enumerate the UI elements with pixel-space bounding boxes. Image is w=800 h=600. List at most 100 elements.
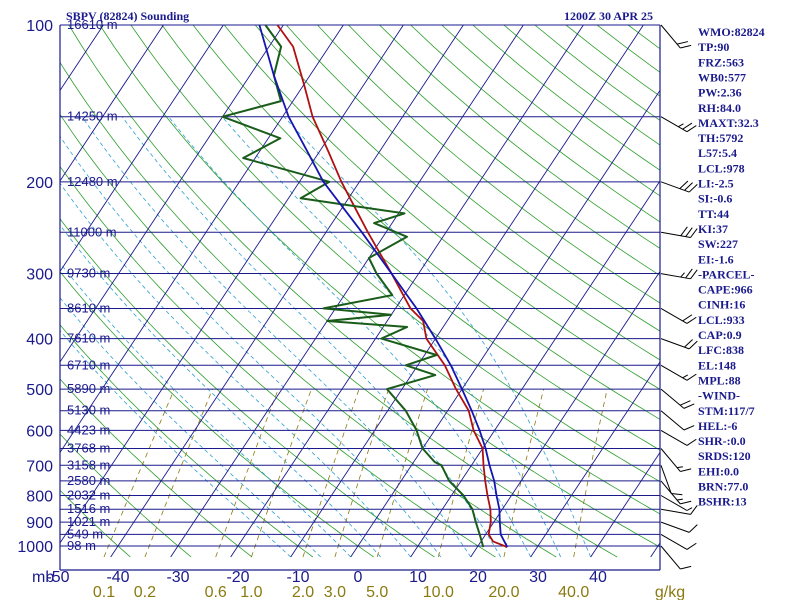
- wind-barb: [660, 465, 683, 496]
- wind-barb: [660, 116, 697, 133]
- mixing-ratio-line: [215, 388, 279, 558]
- height-label: 4423 m: [67, 422, 110, 437]
- isobars: [60, 24, 660, 547]
- mixing-ratio-tick-label: 3.0: [324, 584, 346, 600]
- mixing-ratio-tick-label: 40.0: [558, 584, 589, 600]
- pressure-tick-label: 400: [26, 332, 53, 349]
- stability-index: BRN:77.0: [698, 480, 748, 494]
- dry-adiabat: [60, 489, 131, 558]
- wind-barb-staff: [660, 429, 688, 446]
- mixing-ratio-line: [334, 388, 389, 558]
- height-label: 5890 m: [67, 381, 110, 396]
- wind-barb: [660, 495, 693, 511]
- wind-barb-flag: [671, 492, 683, 496]
- wind-barb-flag: [679, 180, 689, 190]
- wind-barb-staff: [660, 410, 685, 431]
- wind-barb-flag: [680, 565, 692, 570]
- chart-frame: [59, 25, 661, 571]
- dry-adiabat: [379, 25, 660, 249]
- dry-adiabat: [254, 25, 660, 361]
- dry-adiabat: [99, 25, 660, 515]
- stability-index: TP:90: [698, 40, 729, 54]
- isotherm: [60, 25, 284, 363]
- wind-barb-staff: [660, 508, 691, 515]
- height-label: 16610 m: [67, 17, 118, 32]
- isotherm: [60, 25, 224, 273]
- wind-barb: [660, 448, 692, 472]
- stability-index: LCL:933: [698, 313, 745, 327]
- mixing-ratio-tick-label: 20.0: [488, 584, 519, 600]
- wind-barb-flag: [679, 400, 691, 406]
- wind-barb: [660, 226, 698, 239]
- isotherm: [60, 25, 404, 544]
- stability-index: -WIND-: [698, 389, 740, 403]
- height-label: 14250 m: [67, 109, 118, 124]
- stability-index: CAP:0.9: [698, 328, 742, 342]
- stability-index: KI:37: [698, 222, 728, 236]
- wind-barb-flag: [690, 505, 698, 515]
- mixing-ratio-tick-label: 0.2: [134, 584, 156, 600]
- height-label: 8610 m: [67, 300, 110, 315]
- mixing-ratio-tick-label: 5.0: [366, 584, 388, 600]
- wind-barb-flag: [686, 438, 697, 446]
- dry-adiabat: [286, 25, 660, 332]
- stability-index: MAXT:32.3: [698, 116, 759, 130]
- mixing-ratio-line: [103, 388, 175, 558]
- isotherm: [60, 25, 344, 454]
- temperature-tick-label: 30: [529, 569, 547, 586]
- stability-index: FRZ:563: [698, 55, 744, 69]
- wind-barb-flag: [686, 373, 697, 381]
- stability-index: EI:-1.6: [698, 252, 734, 266]
- wind-barb: [660, 521, 698, 533]
- pressure-unit-label: mb: [32, 569, 54, 586]
- wind-barb-flag: [685, 268, 693, 279]
- wind-barb-flag: [688, 524, 698, 533]
- dry-adiabat: [60, 378, 253, 558]
- isotherm: [530, 361, 660, 558]
- temperature-tick-label: -30: [166, 569, 189, 586]
- height-label: 3768 m: [67, 441, 110, 456]
- stability-index: L57:5.4: [698, 146, 737, 160]
- pressure-tick-label: 800: [26, 489, 53, 506]
- wind-barb-flag: [686, 316, 697, 324]
- isotherm: [470, 270, 660, 558]
- pressure-tick-label: 900: [26, 515, 53, 532]
- temperature-tick-label: 10: [409, 569, 427, 586]
- wind-barb-staff: [660, 533, 688, 550]
- height-label: 98 m: [67, 538, 96, 553]
- wind-barb: [660, 545, 692, 570]
- mixing-ratio-line: [503, 389, 544, 558]
- stability-index: SHR-:0.0: [698, 434, 746, 448]
- wind-barb-flag: [683, 425, 695, 431]
- temperature-tick-label: -10: [286, 569, 309, 586]
- height-label: 6710 m: [67, 357, 110, 372]
- wind-barb: [660, 429, 697, 446]
- mixing-ratio-tick-label: 1.0: [240, 584, 262, 600]
- height-label: 1021 m: [67, 514, 110, 529]
- wind-barb-flag: [680, 226, 688, 237]
- wind-barb-half: [682, 374, 688, 379]
- dry-adiabat: [317, 25, 660, 304]
- mixing-ratio-line: [573, 389, 608, 558]
- wind-barb: [660, 338, 698, 350]
- isotherm: [60, 25, 164, 182]
- dry-adiabat: [60, 165, 496, 558]
- stability-index: HEL:-6: [698, 419, 737, 433]
- axis-labels: SBPV (82824) Sounding 1200Z 30 APR 25 mb…: [17, 9, 685, 600]
- pressure-tick-label: 100: [26, 18, 53, 35]
- wind-barb-staff: [660, 521, 690, 533]
- wind-barb-flag: [684, 182, 693, 191]
- isotherm: [230, 25, 584, 558]
- wind-barb-flag: [680, 44, 692, 49]
- isotherm: [290, 25, 644, 558]
- wind-barb-flag: [686, 125, 697, 133]
- wind-barb: [660, 533, 697, 550]
- wind-barb-flag: [682, 122, 693, 130]
- height-label: 5130 m: [67, 403, 110, 418]
- stability-index: STM:117/7: [698, 404, 755, 418]
- wind-barb-staff: [660, 495, 688, 511]
- wind-barb-flag: [680, 500, 692, 505]
- wind-barb-flag: [690, 269, 698, 280]
